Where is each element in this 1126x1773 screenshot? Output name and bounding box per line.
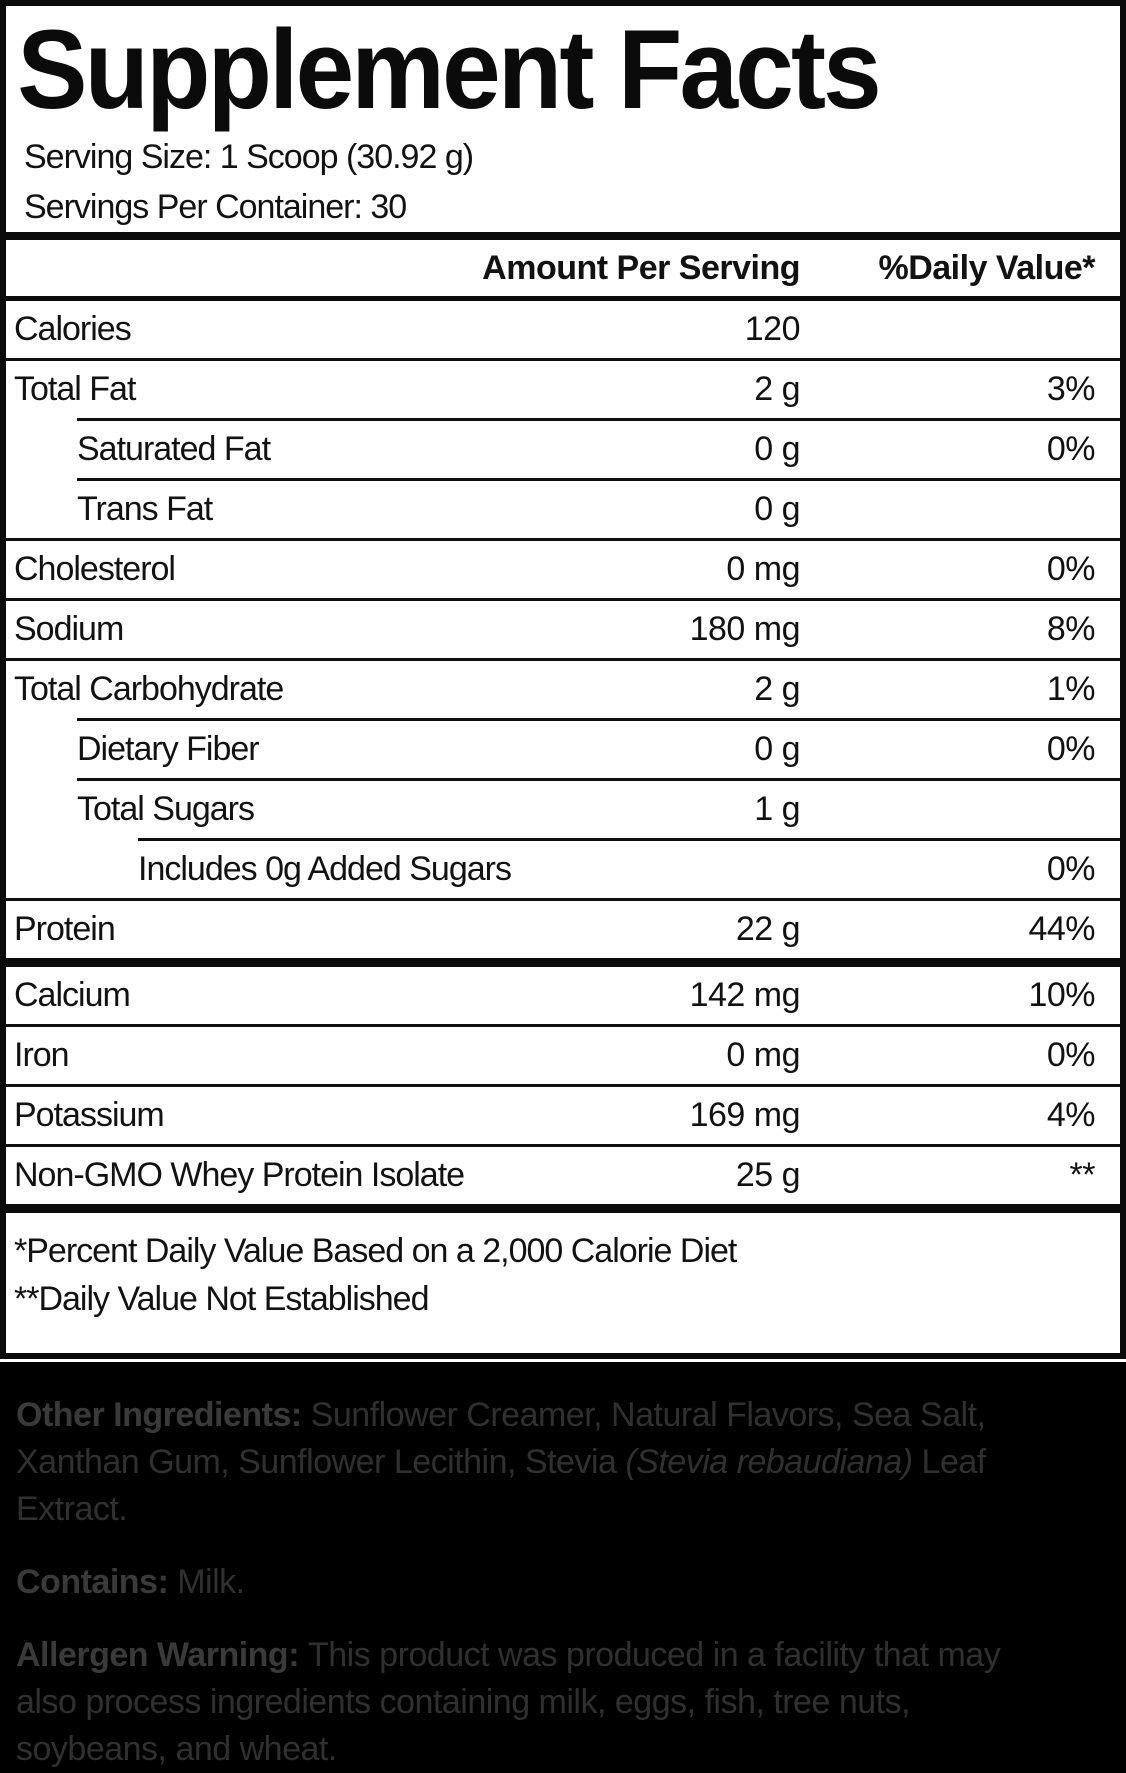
nutrient-daily-value: 10% <box>1028 976 1095 1014</box>
table-row: Iron 0 mg 0% <box>6 1027 1120 1084</box>
row-divider <box>77 778 1120 781</box>
nutrient-name: Non-GMO Whey Protein Isolate <box>14 1156 465 1194</box>
lead-in-label: Other Ingredients: <box>16 1396 311 1434</box>
table-row: Includes 0g Added Sugars 0% <box>6 841 1120 898</box>
paragraph-text: Sunflower Creamer, Natural Flavors, Sea … <box>16 1396 986 1481</box>
table-row: Trans Fat 0 g <box>6 481 1120 538</box>
paragraph-text: Milk. <box>177 1563 245 1601</box>
panel-title: Supplement Facts <box>17 7 881 132</box>
row-divider <box>6 1084 1120 1087</box>
table-row: Potassium 169 mg 4% <box>6 1087 1120 1144</box>
contains-paragraph: Contains: Milk. <box>16 1559 1110 1606</box>
nutrient-daily-value: 0% <box>1046 430 1096 468</box>
row-divider <box>6 1024 1120 1027</box>
nutrient-amount: 0 g <box>754 730 800 768</box>
row-divider <box>6 898 1120 901</box>
amount-per-serving-header: Amount Per Serving <box>482 249 800 287</box>
nutrient-name: Calories <box>14 310 132 348</box>
nutrient-daily-value: 0% <box>1046 550 1096 588</box>
table-row: Total Fat 2 g 3% <box>6 361 1120 418</box>
nutrient-amount: 2 g <box>754 670 800 708</box>
not-established-footnote: **Daily Value Not Established <box>14 1280 430 1318</box>
nutrient-name: Total Sugars <box>77 790 255 828</box>
row-divider <box>6 358 1120 361</box>
nutrient-amount: 0 g <box>754 490 800 528</box>
table-row: Calories 120 <box>6 301 1120 358</box>
nutrient-amount: 1 g <box>754 790 800 828</box>
row-divider <box>77 418 1120 421</box>
daily-value-footnote: *Percent Daily Value Based on a 2,000 Ca… <box>14 1232 737 1270</box>
daily-value-header: %Daily Value* <box>878 249 1095 287</box>
paragraph-text: This product was produced in a facility … <box>16 1636 1001 1768</box>
nutrient-amount: 142 mg <box>689 976 801 1014</box>
nutrient-daily-value: 8% <box>1046 610 1096 648</box>
nutrient-amount: 169 mg <box>689 1096 801 1134</box>
row-divider <box>6 1144 1120 1147</box>
header-divider <box>6 232 1120 240</box>
nutrient-name: Total Carbohydrate <box>14 670 284 708</box>
table-row: Sodium 180 mg 8% <box>6 601 1120 658</box>
table-row: Total Sugars 1 g <box>6 781 1120 838</box>
nutrient-name: Sodium <box>14 610 124 648</box>
paragraph-text: (Stevia rebaudiana) <box>625 1443 913 1481</box>
row-divider <box>6 658 1120 661</box>
table-row: Saturated Fat 0 g 0% <box>6 421 1120 478</box>
row-divider <box>6 538 1120 541</box>
nutrient-daily-value: 0% <box>1046 850 1096 888</box>
row-divider <box>6 598 1120 601</box>
nutrient-daily-value: ** <box>1069 1156 1096 1194</box>
table-row: Total Carbohydrate 2 g 1% <box>6 661 1120 718</box>
servings-per-container: Servings Per Container: 30 <box>24 188 407 226</box>
nutrient-amount: 0 mg <box>726 1036 800 1074</box>
row-divider <box>77 478 1120 481</box>
nutrient-daily-value: 4% <box>1046 1096 1096 1134</box>
table-header-row: Amount Per Serving %Daily Value* <box>6 240 1120 296</box>
nutrient-name: Includes 0g Added Sugars <box>138 850 512 888</box>
nutrient-amount: 0 g <box>754 430 800 468</box>
serving-size: Serving Size: 1 Scoop (30.92 g) <box>24 138 474 176</box>
nutrient-amount: 120 <box>744 310 801 348</box>
table-row: Cholesterol 0 mg 0% <box>6 541 1120 598</box>
nutrient-name: Dietary Fiber <box>77 730 260 768</box>
nutrient-amount: 25 g <box>735 1156 801 1194</box>
thick-divider <box>6 958 1120 967</box>
footnote-divider <box>6 1204 1120 1213</box>
nutrient-name: Saturated Fat <box>77 430 271 468</box>
nutrient-rows: Calories 120 Total Fat 2 g 3% Saturated Fat 0 … <box>6 301 1120 1204</box>
nutrient-amount: 22 g <box>735 910 801 948</box>
nutrient-name: Total Fat <box>14 370 136 408</box>
supplement-facts-panel: Supplement Facts Serving Size: 1 Scoop (… <box>0 0 1126 1359</box>
table-row: Protein 22 g 44% <box>6 901 1120 958</box>
table-header-rule <box>6 296 1120 301</box>
nutrient-name: Potassium <box>14 1096 165 1134</box>
table-row: Non-GMO Whey Protein Isolate 25 g ** <box>6 1147 1120 1204</box>
lead-in-label: Contains: <box>16 1563 178 1601</box>
table-row: Dietary Fiber 0 g 0% <box>6 721 1120 778</box>
nutrient-daily-value: 0% <box>1046 730 1096 768</box>
nutrient-daily-value: 3% <box>1046 370 1096 408</box>
nutrient-amount: 2 g <box>754 370 800 408</box>
nutrient-name: Trans Fat <box>77 490 213 528</box>
nutrient-name: Cholesterol <box>14 550 176 588</box>
table-row: Calcium 142 mg 10% <box>6 967 1120 1024</box>
row-divider <box>138 838 1120 841</box>
nutrient-name: Protein <box>14 910 116 948</box>
lead-in-label: Allergen Warning: <box>16 1636 308 1674</box>
footnotes: *Percent Daily Value Based on a 2,000 Ca… <box>6 1213 1120 1353</box>
nutrient-amount: 0 mg <box>726 550 800 588</box>
paragraph-text: Leaf Extract. <box>16 1443 986 1528</box>
other-ingredients-section: Other Ingredients: Sunflower Creamer, Na… <box>0 1362 1126 1773</box>
nutrient-name: Iron <box>14 1036 70 1074</box>
nutrient-daily-value: 1% <box>1046 670 1096 708</box>
row-divider <box>77 718 1120 721</box>
other-ingredients-paragraph: Other Ingredients: Sunflower Creamer, Na… <box>16 1392 1110 1533</box>
nutrient-name: Calcium <box>14 976 131 1014</box>
serving-info: Serving Size: 1 Scoop (30.92 g) Servings… <box>6 132 1120 232</box>
nutrient-amount: 180 mg <box>689 610 801 648</box>
nutrient-daily-value: 44% <box>1028 910 1095 948</box>
allergen-warning-paragraph: Allergen Warning: This product was produ… <box>16 1632 1110 1773</box>
nutrient-daily-value: 0% <box>1046 1036 1096 1074</box>
